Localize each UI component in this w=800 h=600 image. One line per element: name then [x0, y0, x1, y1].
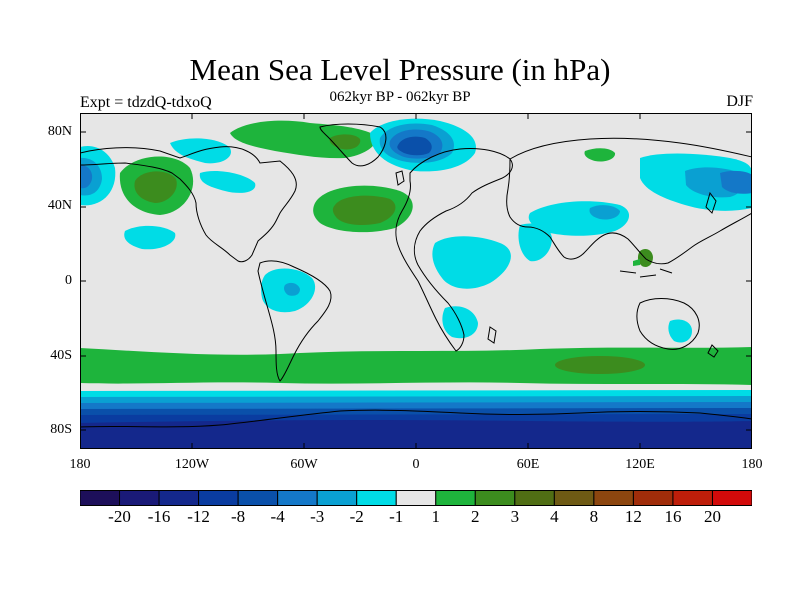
colorbar-swatch [672, 490, 713, 506]
coastline-australia [636, 298, 700, 350]
colorbar-swatch [198, 490, 239, 506]
colorbar-tick-label: 3 [510, 507, 520, 526]
colorbar-tick-label: -1 [389, 507, 404, 526]
colorbar-swatch [80, 490, 121, 506]
contour-neg3-west-pacific [80, 165, 93, 189]
coastline-greenland [319, 123, 387, 167]
coastline-indonesia [619, 268, 673, 278]
contour-neg1-north-america [199, 171, 256, 193]
colorbar-swatch [514, 490, 555, 506]
contour-neg4-greenland-low [397, 136, 432, 156]
lon-label-180w: 180 [69, 457, 91, 472]
colorbar-tick-label: -16 [147, 507, 171, 526]
lon-label-120w: 120W [174, 457, 210, 472]
contour-pos2-aleutian [134, 171, 177, 203]
contour-neg1-subtropical-pacific [124, 225, 176, 250]
contour-pos1-maritime-continent [633, 259, 640, 266]
contour-neg3-east-asia [720, 170, 752, 194]
lat-label-0: 0 [65, 273, 72, 288]
colorbar-tick-label: -8 [231, 507, 246, 526]
colorbar-swatch [158, 490, 200, 506]
colorbar-tick-label: -3 [310, 507, 325, 526]
lat-label-40s: 40S [50, 348, 72, 363]
colorbar-swatch [316, 490, 358, 506]
contour-neg1-arabia [518, 223, 552, 262]
colorbar-tick-label: -2 [349, 507, 364, 526]
colorbar-swatch [553, 490, 595, 506]
colorbar-tick-label: 20 [703, 507, 721, 526]
colorbar-swatch [237, 490, 279, 506]
coastline-antarctica [80, 409, 752, 428]
colorbar [80, 490, 752, 506]
contour-neg1-australia [668, 319, 692, 343]
lat-label-80n: 80N [47, 124, 72, 139]
chart-subtitle: 062kyr BP - 062kyr BP [329, 89, 471, 105]
contour-pos2-azores-high [332, 195, 396, 225]
colorbar-tick-label: -12 [187, 507, 210, 526]
colorbar-swatch [435, 490, 476, 506]
contour-pos1-east-siberia [584, 148, 616, 162]
colorbar-tick-label: 16 [664, 507, 682, 526]
experiment-label: Expt = tdzdQ-tdxoQ [80, 94, 212, 111]
colorbar-tick-label: 2 [471, 507, 480, 526]
season-label: DJF [726, 93, 753, 110]
coastline-north-america [80, 146, 297, 263]
colorbar-swatch [119, 490, 160, 506]
colorbar-tick-label: -4 [270, 507, 285, 526]
colorbar-swatch [277, 490, 318, 506]
contour-neg1-north-africa [432, 236, 511, 289]
lon-label-0: 0 [412, 457, 420, 472]
colorbar-tick-label: 4 [550, 507, 559, 526]
contour-pos2-arctic-ridge [329, 134, 361, 150]
lat-label-40n: 40N [47, 198, 72, 213]
colorbar-swatch [593, 490, 634, 506]
coastline-uk [395, 170, 405, 186]
coastline-europe-africa [395, 148, 513, 352]
coastline-madagascar [487, 326, 497, 344]
contour-neg2-eurasia [589, 205, 620, 220]
colorbar-swatch [395, 490, 437, 506]
lon-label-180e: 180 [741, 457, 763, 472]
contour-pos1-southern-band [80, 347, 752, 385]
coastline-new-zealand [707, 344, 719, 358]
contour-neg2-south-america [284, 282, 300, 296]
lat-label-80s: 80S [50, 422, 72, 437]
colorbar-swatch [474, 490, 516, 506]
lon-label-120e: 120E [625, 457, 655, 472]
contour-neg12-antarctic [80, 419, 752, 449]
lon-label-60w: 60W [290, 457, 318, 472]
colorbar-tick-label: -20 [108, 507, 131, 526]
map-ticks [80, 113, 752, 449]
colorbar-tick-label: 8 [589, 507, 599, 526]
contour-pos2-south-indian [555, 356, 645, 374]
pressure-anomaly-map [80, 113, 752, 449]
colorbar-swatch [632, 490, 674, 506]
coastlines [80, 123, 752, 428]
lon-label-60e: 60E [516, 457, 540, 472]
chart-title: Mean Sea Level Pressure (in hPa) [189, 52, 611, 87]
colorbar-swatch [711, 490, 752, 506]
coastline-asia [506, 137, 752, 265]
colorbar-swatch [356, 490, 397, 506]
coastline-south-america [257, 260, 332, 382]
coastline-japan [705, 191, 717, 214]
colorbar-tick-label: 1 [431, 507, 441, 526]
colorbar-tick-label: 12 [624, 507, 642, 526]
